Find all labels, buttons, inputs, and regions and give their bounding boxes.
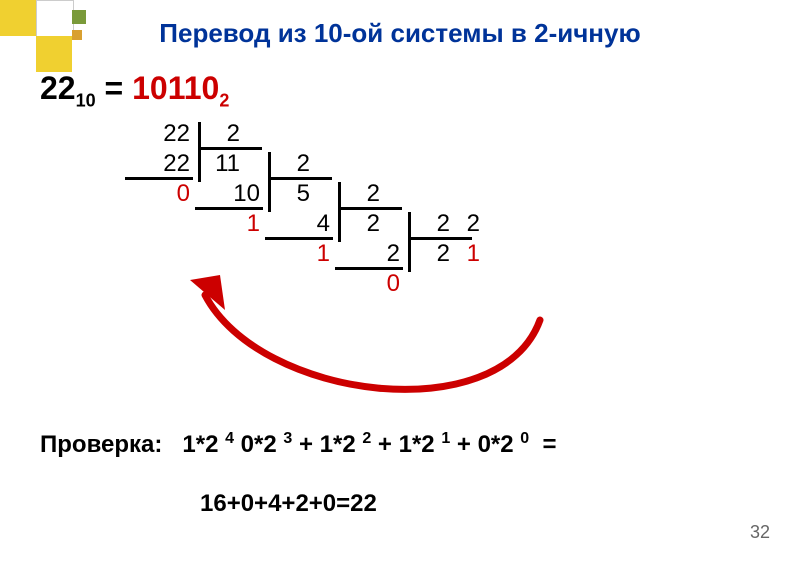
division-number: 2 (350, 210, 380, 238)
division-number: 2 (450, 210, 480, 238)
division-rule (338, 182, 341, 242)
slide-title: Перевод из 10-ой системы в 2-ичную (0, 18, 800, 49)
division-number: 2 (420, 240, 450, 268)
check-line-2: 16+0+4+2+0=22 (200, 490, 377, 518)
division-number: 2 (210, 120, 240, 148)
remainder-digit: 0 (360, 270, 400, 298)
rhs-number: 10110 (132, 70, 219, 106)
division-number: 2 (280, 150, 310, 178)
lhs-number: 22 (40, 70, 76, 106)
division-number: 22 (150, 150, 190, 178)
exponent: 0 (520, 430, 529, 447)
division-number: 2 (360, 240, 400, 268)
exponent: 3 (283, 430, 292, 447)
division-diagram: 22220211101254122202221 (150, 120, 630, 380)
exponent: 4 (225, 430, 234, 447)
check-line-1: Проверка: 1*2 4 0*2 3 + 1*2 2 + 1*2 1 + … (40, 430, 557, 459)
remainder-digit: 1 (450, 240, 480, 268)
remainder-digit: 1 (290, 240, 330, 268)
remainder-digit: 1 (220, 210, 260, 238)
lhs-subscript: 10 (76, 90, 96, 110)
equals-sign: = (105, 70, 124, 106)
exponent: 2 (362, 430, 371, 447)
division-rule (408, 212, 411, 272)
division-number: 2 (350, 180, 380, 208)
division-number: 2 (420, 210, 450, 238)
division-number: 5 (280, 180, 310, 208)
slide-number: 32 (750, 522, 770, 543)
rhs-subscript: 2 (219, 90, 229, 110)
division-number: 22 (150, 120, 190, 148)
division-number: 4 (290, 210, 330, 238)
check-label: Проверка: (40, 431, 162, 458)
division-rule (268, 152, 271, 212)
division-number: 10 (220, 180, 260, 208)
remainder-digit: 0 (150, 180, 190, 208)
exponent: 1 (441, 430, 450, 447)
division-rule (198, 122, 201, 182)
result-equation: 2210 = 101102 (40, 70, 229, 111)
division-number: 11 (210, 150, 240, 178)
